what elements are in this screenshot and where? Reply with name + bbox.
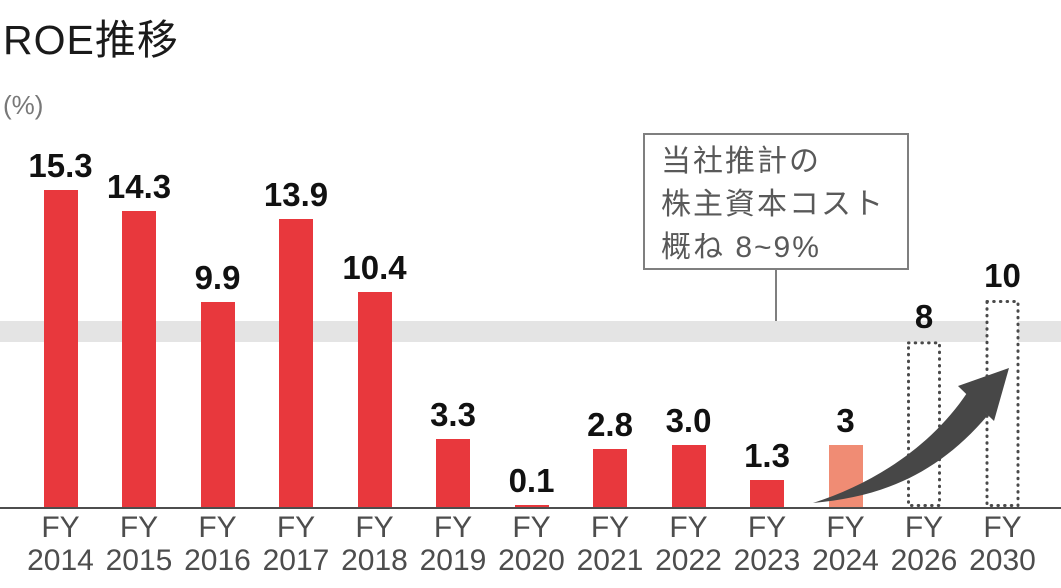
- x-axis-label-prefix: FY: [983, 511, 1022, 544]
- x-axis-label-fy2017: FY 2017: [248, 511, 344, 577]
- x-axis-label-fy2022: FY 2022: [641, 511, 737, 577]
- bar-fy2017: [279, 219, 313, 507]
- bar-fy2023: [750, 480, 784, 507]
- bar-value-label-fy2020: 0.1: [508, 461, 555, 499]
- bar-fy2014: [43, 190, 78, 507]
- x-axis-label-year: 2021: [576, 544, 644, 577]
- bar-value-label-fy2023: 1.3: [744, 437, 790, 475]
- bar-value-label-fy2019: 3.3: [430, 395, 476, 433]
- x-axis-label-prefix: FY: [826, 511, 865, 544]
- x-axis-label-prefix: FY: [590, 511, 630, 544]
- x-axis-label-fy2018: FY 2018: [327, 511, 423, 577]
- x-axis-label-year: 2017: [262, 544, 330, 577]
- x-axis-label-prefix: FY: [276, 511, 316, 544]
- bar-fy2019: [436, 438, 470, 507]
- bar-value-label-fy2026: 8: [914, 298, 934, 336]
- x-axis-label-fy2023: FY 2023: [719, 511, 815, 577]
- bar-fy2020: [514, 504, 549, 507]
- bar-value-label-fy2016: 9.9: [194, 259, 241, 297]
- x-axis-label-year: 2016: [184, 544, 251, 577]
- bar-fy2016: [200, 302, 235, 507]
- x-axis-label-fy2024: FY 2024: [798, 511, 894, 577]
- x-axis-label-prefix: FY: [433, 511, 473, 544]
- x-axis-label-year: 2022: [655, 544, 722, 577]
- callout-line-3: 概ね 8~9%: [661, 231, 821, 264]
- callout-box: 当社推計の 株主資本コスト 概ね 8~9%: [643, 133, 909, 270]
- callout-connector-line: [775, 270, 777, 321]
- x-axis-label-fy2026: FY 2026: [876, 511, 972, 577]
- x-axis-label-year: 2024: [812, 544, 879, 577]
- x-axis-label-fy2019: FY 2019: [405, 511, 501, 577]
- x-axis-label-fy2015: FY 2015: [91, 511, 187, 577]
- x-axis-label-prefix: FY: [119, 511, 159, 544]
- x-axis-label-year: 2014: [27, 544, 94, 577]
- x-axis-label-prefix: FY: [747, 511, 787, 544]
- bar-fy2024: [828, 444, 863, 507]
- x-axis-label-prefix: FY: [669, 511, 708, 544]
- callout-line-2: 株主資本コスト: [661, 188, 885, 221]
- x-axis-label-prefix: FY: [512, 511, 551, 544]
- x-axis-label-year: 2018: [341, 544, 408, 577]
- x-axis-label-year: 2030: [969, 544, 1036, 577]
- x-axis-label-year: 2020: [498, 544, 565, 577]
- bar-value-label-fy2018: 10.4: [342, 248, 407, 286]
- bar-fy2015: [122, 211, 156, 507]
- x-axis-label-year: 2019: [419, 544, 487, 577]
- bar-value-label-fy2014: 15.3: [28, 147, 93, 185]
- y-axis-unit-label: (%): [3, 90, 44, 120]
- bar-fy2021: [593, 449, 627, 507]
- bar-value-label-fy2021: 2.8: [587, 406, 633, 443]
- x-axis-label-prefix: FY: [198, 511, 237, 544]
- x-axis-label-year: 2026: [890, 544, 958, 577]
- x-axis-label-prefix: FY: [904, 511, 944, 544]
- x-axis-label-prefix: FY: [41, 511, 80, 544]
- bar-value-label-fy2015: 14.3: [106, 168, 172, 205]
- x-axis-label-fy2016: FY 2016: [170, 511, 266, 577]
- bar-fy2018: [357, 291, 392, 507]
- x-axis-label-fy2021: FY 2021: [562, 511, 658, 577]
- bar-value-label-fy2024: 3: [836, 401, 855, 439]
- chart-title: ROE推移: [3, 17, 179, 63]
- cost-of-equity-band: [0, 320, 1061, 343]
- x-axis-label-year: 2023: [733, 544, 801, 577]
- x-axis-label-fy2014: FY 2014: [13, 511, 109, 577]
- bar-value-label-fy2017: 13.9: [263, 176, 329, 214]
- bar-value-label-fy2022: 3.0: [665, 401, 712, 439]
- x-axis-label-prefix: FY: [355, 511, 394, 544]
- x-axis-label-fy2020: FY 2020: [484, 511, 580, 577]
- callout-line-1: 当社推計の: [661, 145, 821, 178]
- bar-value-label-fy2030: 10: [984, 257, 1021, 294]
- x-axis-line: [0, 507, 1061, 509]
- bar-fy2022: [671, 444, 706, 507]
- x-axis-label-year: 2015: [105, 544, 173, 577]
- x-axis-label-fy2030: FY 2030: [955, 511, 1051, 577]
